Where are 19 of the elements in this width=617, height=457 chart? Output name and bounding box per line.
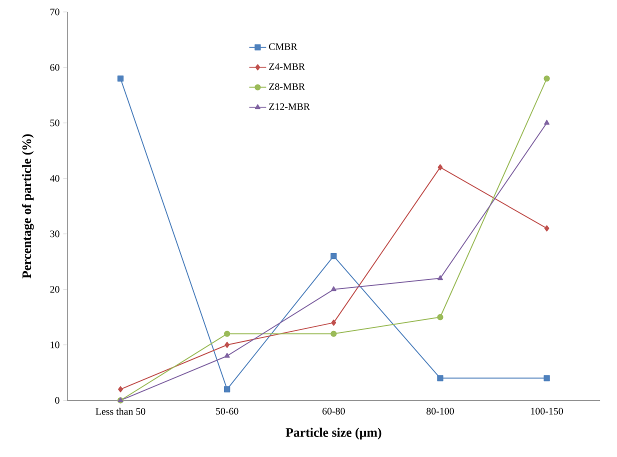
y-tick-label: 40	[50, 175, 60, 182]
y-tick-label: 30	[50, 230, 60, 238]
x-axis-title: Particle size (µm)	[286, 428, 382, 440]
legend-label: CMBR	[269, 43, 298, 50]
y-tick-label: 50	[50, 120, 60, 126]
x-tick-label: 50-60	[216, 408, 238, 414]
x-tick-label: Less than 50	[96, 408, 146, 415]
x-tick-label: 60-80	[322, 408, 345, 414]
y-axis-title: Percentage of particle (%)	[22, 134, 34, 278]
x-tick-label: 100-150	[531, 408, 563, 414]
legend-label: Z8-MBR	[269, 83, 306, 90]
x-tick-label: 80-100	[426, 408, 454, 414]
y-tick-label: 70	[50, 8, 60, 16]
legend-label: Z12-MBR	[269, 103, 310, 110]
legend-label: Z4-MBR	[269, 63, 306, 70]
y-tick-label: 20	[50, 286, 60, 293]
y-tick-label: 0	[55, 396, 60, 404]
y-tick-label: 60	[50, 64, 60, 71]
y-tick-label: 10	[50, 341, 60, 348]
